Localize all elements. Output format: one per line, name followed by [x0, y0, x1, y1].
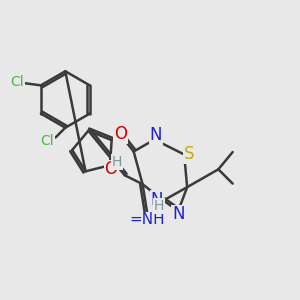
Text: S: S	[184, 146, 195, 164]
Text: Cl: Cl	[40, 134, 54, 148]
Text: Cl: Cl	[10, 75, 24, 89]
Text: H: H	[154, 199, 164, 213]
Text: O: O	[105, 160, 118, 178]
Text: H: H	[112, 155, 122, 169]
Text: N: N	[172, 206, 184, 224]
Text: N: N	[151, 191, 163, 209]
Text: O: O	[114, 125, 127, 143]
Text: =NH: =NH	[129, 212, 165, 227]
Text: N: N	[149, 126, 162, 144]
